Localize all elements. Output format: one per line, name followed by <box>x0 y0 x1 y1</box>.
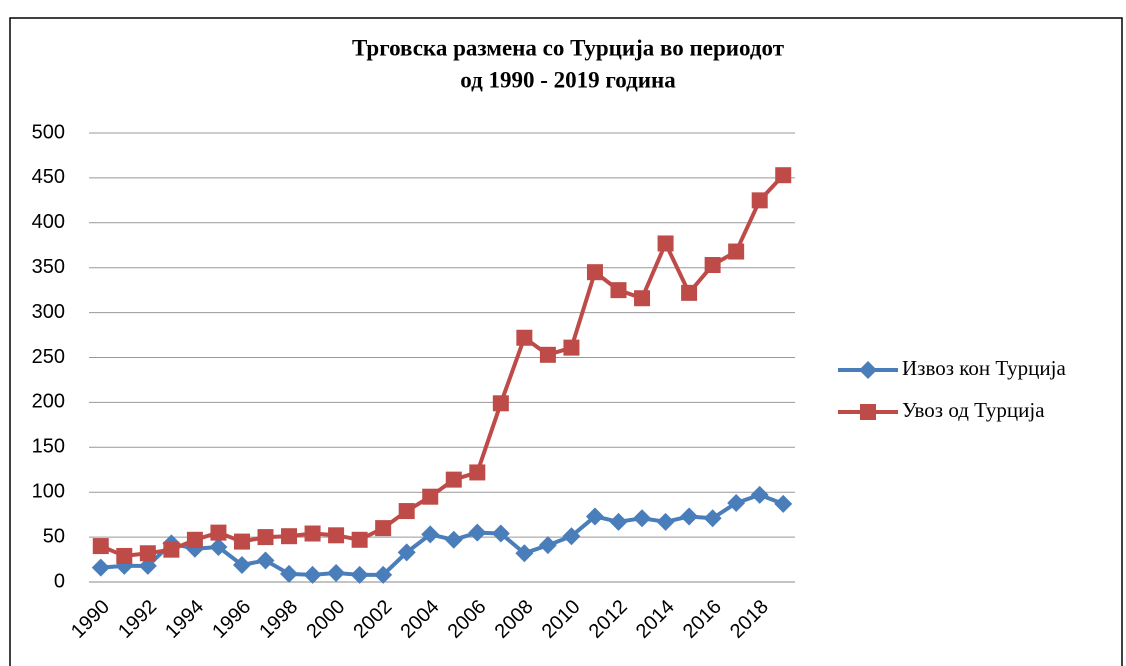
marker <box>538 536 557 555</box>
marker <box>703 509 722 528</box>
marker <box>610 282 627 299</box>
marker <box>680 507 699 526</box>
y-tick-label: 500 <box>32 121 65 143</box>
marker <box>492 395 509 412</box>
chart-title: Трговска размена со Турција во периодот <box>352 35 785 60</box>
marker <box>281 528 298 545</box>
marker <box>116 547 133 564</box>
marker <box>374 565 393 584</box>
marker <box>775 167 792 184</box>
marker <box>138 556 157 575</box>
marker <box>210 524 227 541</box>
y-tick-label: 450 <box>32 166 65 188</box>
chart-title: од 1990 - 2019 година <box>460 67 676 92</box>
marker <box>328 527 345 544</box>
marker <box>375 520 392 537</box>
marker <box>303 565 322 584</box>
y-tick-label: 250 <box>32 346 65 368</box>
marker <box>139 545 156 562</box>
marker <box>750 485 769 504</box>
y-tick-label: 400 <box>32 211 65 233</box>
y-tick-label: 300 <box>32 301 65 323</box>
marker <box>562 527 581 546</box>
marker <box>350 565 369 584</box>
y-tick-label: 50 <box>43 525 65 547</box>
marker <box>633 509 652 528</box>
legend-label: Извоз кон Турција <box>902 356 1066 380</box>
marker <box>186 531 203 548</box>
marker <box>704 257 721 274</box>
marker <box>515 544 534 563</box>
marker <box>209 537 228 556</box>
y-tick-label: 200 <box>32 391 65 413</box>
marker <box>421 525 440 544</box>
marker <box>445 471 462 488</box>
marker <box>91 558 110 577</box>
marker <box>774 494 793 513</box>
y-tick-label: 100 <box>32 480 65 502</box>
y-tick-label: 350 <box>32 256 65 278</box>
marker <box>232 555 251 574</box>
marker <box>256 551 275 570</box>
marker <box>233 533 250 550</box>
marker <box>609 512 628 531</box>
legend-marker <box>860 404 876 420</box>
marker <box>469 464 486 481</box>
y-tick-label: 0 <box>54 570 65 592</box>
marker <box>727 493 746 512</box>
marker <box>327 564 346 583</box>
marker <box>92 538 109 555</box>
marker <box>398 503 415 520</box>
marker <box>163 541 180 558</box>
marker <box>516 329 533 346</box>
marker <box>444 530 463 549</box>
marker <box>657 235 674 252</box>
marker <box>634 290 651 307</box>
legend-marker <box>859 361 877 379</box>
marker <box>280 564 299 583</box>
marker <box>586 264 603 281</box>
marker <box>563 339 580 356</box>
marker <box>304 525 321 542</box>
marker <box>397 543 416 562</box>
marker <box>656 512 675 531</box>
legend-label: Увоз од Турција <box>902 398 1045 422</box>
marker <box>585 507 604 526</box>
marker <box>751 192 768 209</box>
marker <box>468 523 487 542</box>
marker <box>539 346 556 363</box>
marker <box>491 524 510 543</box>
marker <box>257 529 274 546</box>
y-tick-label: 150 <box>32 436 65 458</box>
marker <box>728 243 745 260</box>
marker <box>351 531 368 548</box>
marker <box>422 488 439 505</box>
marker <box>681 284 698 301</box>
